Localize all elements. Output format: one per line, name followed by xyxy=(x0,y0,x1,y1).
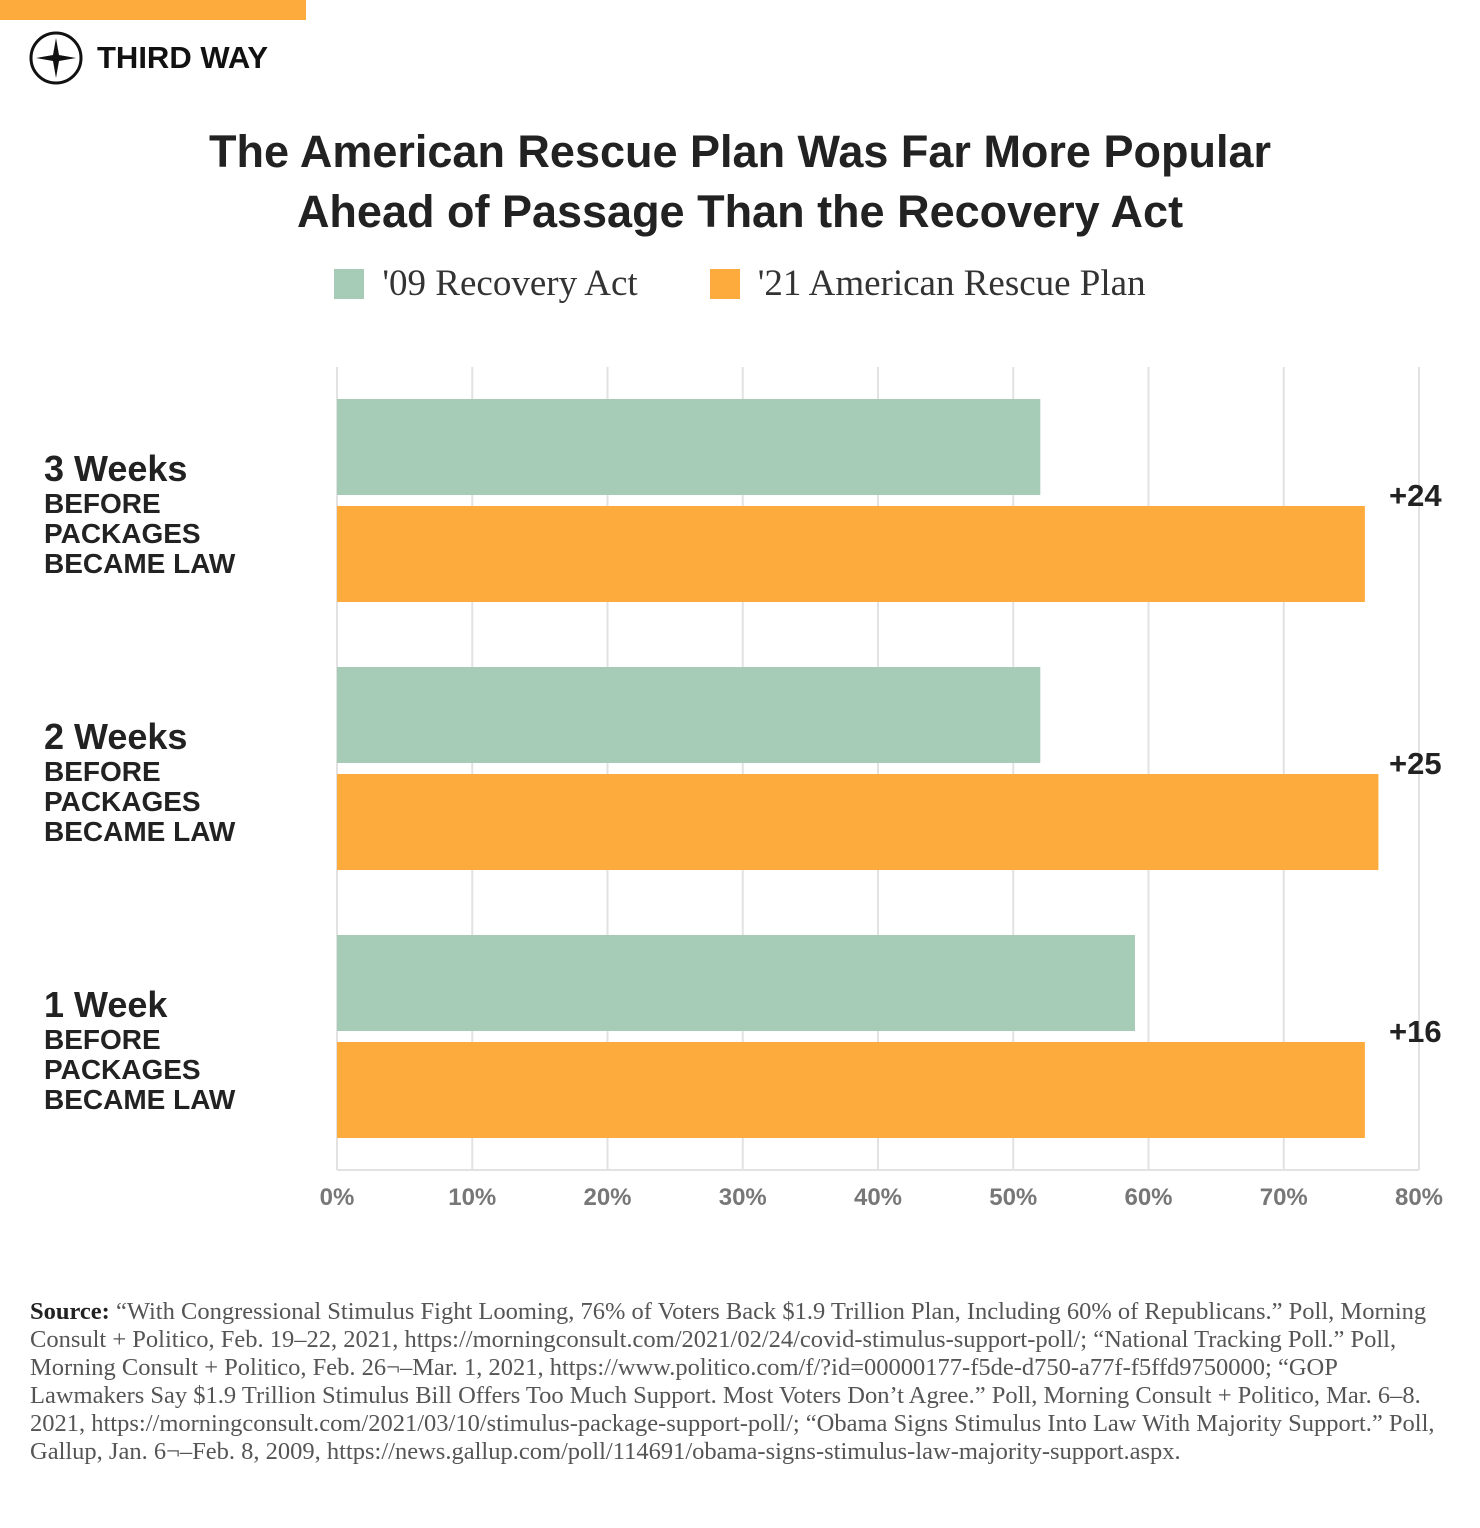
x-tick-label: 70% xyxy=(1260,1184,1308,1211)
difference-annotation: +25 xyxy=(1389,746,1442,781)
category-note: BEFORE PACKAGES BECAME LAW xyxy=(44,756,236,847)
category-label: 2 Weeks BEFORE PACKAGES BECAME LAW xyxy=(44,717,324,847)
chart-title: The American Rescue Plan Was Far More Po… xyxy=(209,126,1271,237)
brand: THIRD WAY xyxy=(97,40,269,75)
chart: 0% 10% 20% 30% 40% 50% 60% 70% 80% +24 +25 +16 xyxy=(320,367,1443,1211)
x-tick-label: 80% xyxy=(1395,1184,1443,1211)
category-name: 1 Week xyxy=(44,984,168,1025)
source-label: Source: xyxy=(30,1298,110,1325)
legend-swatch xyxy=(709,268,740,299)
difference-annotation: +24 xyxy=(1389,478,1442,513)
accent-bar xyxy=(0,0,306,20)
x-tick-label: 30% xyxy=(719,1184,767,1211)
bar xyxy=(337,506,1365,602)
bar xyxy=(337,399,1041,495)
category-name: 2 Weeks xyxy=(44,716,188,757)
x-tick-label: 60% xyxy=(1124,1184,1172,1211)
logo-icon xyxy=(29,31,83,85)
x-tick-label: 0% xyxy=(320,1184,355,1211)
category-name: 3 Weeks xyxy=(44,448,188,489)
bar xyxy=(337,1042,1365,1138)
x-tick-label: 10% xyxy=(448,1184,496,1211)
legend-label: '09 Recovery Act xyxy=(382,263,638,304)
x-tick-label: 40% xyxy=(854,1184,902,1211)
category-label: 3 Weeks BEFORE PACKAGES BECAME LAW xyxy=(44,449,324,579)
legend-label: '21 American Rescue Plan xyxy=(757,263,1146,304)
bar xyxy=(337,667,1041,763)
legend-item: '09 Recovery Act xyxy=(334,262,638,305)
source-note: Source: “With Congressional Stimulus Fig… xyxy=(30,1298,1450,1466)
x-tick-label: 50% xyxy=(989,1184,1037,1211)
bar xyxy=(337,774,1379,870)
legend-swatch xyxy=(334,268,365,299)
category-note: BEFORE PACKAGES BECAME LAW xyxy=(44,488,236,579)
legend-item: '21 American Rescue Plan xyxy=(709,262,1146,305)
difference-annotation: +16 xyxy=(1389,1014,1442,1049)
x-tick-label: 20% xyxy=(583,1184,631,1211)
source-text: “With Congressional Stimulus Fight Loomi… xyxy=(30,1298,1435,1465)
legend: '09 Recovery Act '21 American Rescue Plan xyxy=(0,262,1480,309)
bar xyxy=(337,935,1135,1031)
category-note: BEFORE PACKAGES BECAME LAW xyxy=(44,1024,236,1115)
category-label: 1 Week BEFORE PACKAGES BECAME LAW xyxy=(44,985,324,1115)
